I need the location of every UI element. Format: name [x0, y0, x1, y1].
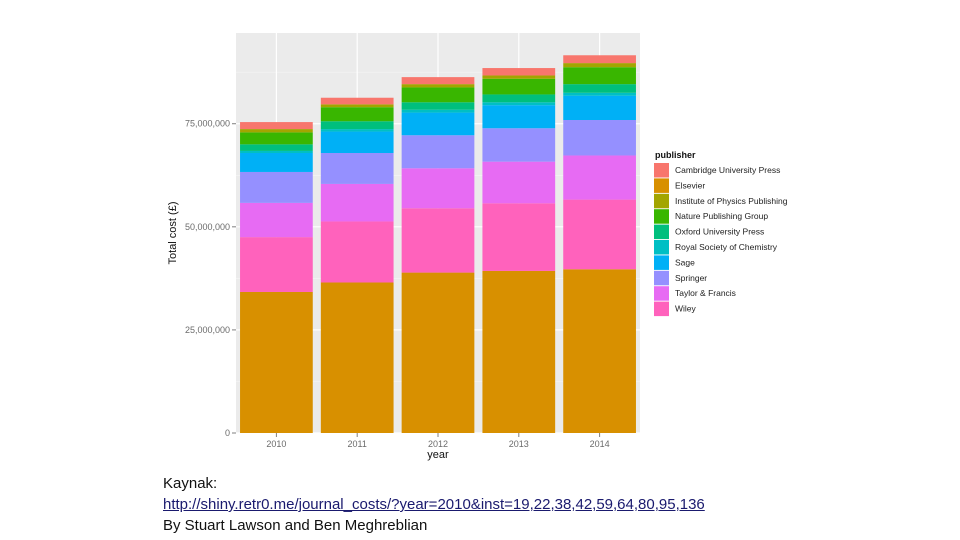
legend-key: [654, 209, 669, 224]
bar-elsevier-2014: [563, 269, 636, 433]
y-tick-label: 0: [225, 428, 230, 438]
bar-royal-society-of-chemistry-2010: [240, 150, 313, 153]
legend-key: [654, 163, 669, 178]
bar-sage-2012: [401, 112, 475, 136]
bar-nature-publishing-group-2012: [401, 87, 475, 103]
bar-springer-2010: [240, 171, 313, 203]
x-axis-title: year: [427, 449, 449, 461]
x-tick-label: 2013: [509, 439, 529, 449]
source-link[interactable]: http://shiny.retr0.me/journal_costs/?yea…: [163, 496, 705, 513]
legend-label: Oxford University Press: [675, 227, 764, 237]
bar-taylor-francis-2013: [482, 161, 556, 204]
legend-label: Nature Publishing Group: [675, 211, 768, 221]
y-axis-title: Total cost (£): [167, 202, 179, 265]
bar-cambridge-university-press-2014: [563, 55, 636, 64]
legend-label: Institute of Physics Publishing: [675, 196, 788, 206]
bar-nature-publishing-group-2010: [240, 132, 313, 145]
x-tick-label: 2010: [266, 439, 286, 449]
legend-key: [654, 301, 669, 317]
y-tick-label: 25,000,000: [185, 325, 230, 335]
stacked-bar-chart: 0 25,000,000 50,000,000 75,000,000 2010 2011 2…: [167, 33, 788, 461]
bar-elsevier-2012: [401, 272, 475, 433]
bar-sage-2010: [240, 153, 313, 172]
legend-label: Elsevier: [675, 180, 705, 190]
bar-oxford-university-press-2012: [401, 102, 475, 110]
y-tick-label: 50,000,000: [185, 222, 230, 232]
bar-nature-publishing-group-2011: [320, 107, 394, 122]
y-tick-label: 75,000,000: [185, 119, 230, 129]
bar-oxford-university-press-2013: [482, 94, 556, 103]
bar-cambridge-university-press-2010: [240, 122, 313, 130]
legend-key: [654, 178, 669, 193]
legend-key: [654, 193, 669, 209]
bar-wiley-2014: [563, 199, 636, 270]
legend-label: Royal Society of Chemistry: [675, 242, 778, 252]
bar-nature-publishing-group-2013: [482, 78, 556, 95]
bar-wiley-2013: [482, 203, 556, 271]
bar-oxford-university-press-2014: [563, 84, 636, 93]
legend-label: Springer: [675, 273, 707, 283]
x-tick-label: 2012: [428, 439, 448, 449]
bar-elsevier-2013: [482, 270, 556, 433]
legend-key: [654, 270, 669, 286]
legend-label: Wiley: [675, 304, 697, 314]
bar-sage-2011: [320, 131, 394, 153]
bar-elsevier-2011: [320, 282, 394, 433]
bar-institute-of-physics-publishing-2011: [320, 104, 394, 108]
legend-key: [654, 240, 669, 255]
bar-taylor-francis-2012: [401, 168, 475, 209]
legend-label: Sage: [675, 257, 695, 267]
bar-elsevier-2010: [240, 291, 313, 433]
bar-royal-society-of-chemistry-2013: [482, 102, 556, 106]
legend-key: [654, 224, 669, 240]
credit-text: By Stuart Lawson and Ben Meghreblian: [163, 517, 428, 534]
bar-sage-2013: [482, 105, 556, 129]
bar-oxford-university-press-2011: [320, 121, 394, 130]
caption: Kaynak: http://shiny.retr0.me/journal_co…: [163, 473, 705, 536]
bar-wiley-2012: [401, 208, 475, 273]
bar-cambridge-university-press-2012: [401, 77, 475, 85]
source-label: Kaynak:: [163, 475, 218, 492]
bar-institute-of-physics-publishing-2014: [563, 63, 636, 68]
legend-key: [654, 286, 669, 301]
legend-label: Cambridge University Press: [675, 165, 780, 175]
bar-taylor-francis-2014: [563, 155, 636, 200]
bar-springer-2014: [563, 120, 636, 156]
bar-wiley-2011: [320, 221, 394, 283]
bar-sage-2014: [563, 95, 636, 121]
bar-taylor-francis-2011: [320, 183, 394, 222]
bar-institute-of-physics-publishing-2010: [240, 129, 313, 133]
bar-cambridge-university-press-2013: [482, 68, 556, 76]
bar-springer-2012: [401, 135, 475, 169]
bar-royal-society-of-chemistry-2014: [563, 92, 636, 96]
bar-institute-of-physics-publishing-2013: [482, 75, 556, 79]
bar-cambridge-university-press-2011: [320, 97, 394, 105]
bar-springer-2011: [320, 153, 394, 184]
legend-title: publisher: [655, 150, 696, 160]
bar-taylor-francis-2010: [240, 202, 313, 238]
bar-wiley-2010: [240, 237, 313, 292]
bar-royal-society-of-chemistry-2012: [401, 109, 475, 113]
legend-key: [654, 255, 669, 270]
x-tick-label: 2014: [590, 439, 610, 449]
legend-label: Taylor & Francis: [675, 288, 736, 298]
bar-oxford-university-press-2010: [240, 144, 313, 151]
bar-royal-society-of-chemistry-2011: [320, 129, 394, 132]
bar-nature-publishing-group-2014: [563, 67, 636, 85]
bar-institute-of-physics-publishing-2012: [401, 84, 475, 88]
x-tick-label: 2011: [348, 439, 367, 449]
bar-springer-2013: [482, 128, 556, 162]
